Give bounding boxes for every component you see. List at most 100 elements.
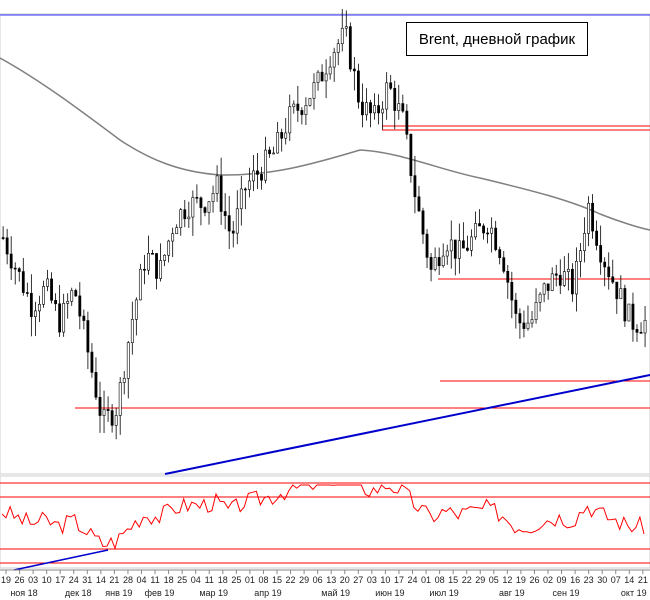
candle-body <box>587 202 590 234</box>
candle-body <box>126 342 130 379</box>
candle-body <box>453 239 457 259</box>
month-label: окт 19 <box>621 588 647 598</box>
x-tick-label: 14 <box>624 575 634 585</box>
candle-body <box>138 268 142 301</box>
candle-body <box>167 240 171 256</box>
candle-body <box>635 329 639 333</box>
x-tick-label: 01 <box>421 575 431 585</box>
candle-body <box>615 281 619 300</box>
candle-body <box>461 240 465 249</box>
candle-body <box>94 372 98 398</box>
month-label: мар 19 <box>199 588 228 598</box>
candle-body <box>130 319 134 344</box>
candle-body <box>445 250 449 257</box>
x-tick-label: 04 <box>191 575 201 585</box>
candle-body <box>425 233 429 258</box>
candle-body <box>122 378 126 383</box>
candle-body <box>595 230 599 246</box>
candle-body <box>385 82 389 110</box>
candle-body <box>312 82 316 99</box>
candle-body <box>417 196 421 212</box>
x-tick-label: 06 <box>313 575 323 585</box>
candle-body <box>433 257 437 270</box>
x-tick-label: 05 <box>489 575 499 585</box>
month-label: сен 19 <box>553 588 580 598</box>
candle-body <box>187 216 191 220</box>
candle-body <box>235 208 239 234</box>
candle-body <box>579 250 582 262</box>
x-tick-label: 21 <box>638 575 648 585</box>
candle-body <box>599 245 603 263</box>
candle-body <box>639 331 643 334</box>
x-tick-label: 20 <box>340 575 350 585</box>
candle-body <box>155 253 158 279</box>
candle-body <box>570 268 574 295</box>
candle-body <box>413 175 417 198</box>
candle-body <box>74 290 78 297</box>
candle-body <box>365 102 368 116</box>
x-tick-label: 01 <box>245 575 255 585</box>
candle-body <box>308 98 312 106</box>
candle-body <box>344 26 348 29</box>
candle-body <box>466 247 469 251</box>
candle-body <box>66 301 70 304</box>
month-label: апр 19 <box>254 588 281 598</box>
candle-body <box>147 252 150 271</box>
candle-body <box>449 239 453 252</box>
x-tick-label: 19 <box>516 575 526 585</box>
candle-body <box>534 302 538 320</box>
oscillator-trendline <box>13 549 109 571</box>
candle-body <box>239 188 243 210</box>
candle-body <box>9 253 13 269</box>
moving-average-line <box>0 57 650 231</box>
candle-body <box>256 170 259 175</box>
x-tick-label: 02 <box>543 575 553 585</box>
x-tick-label: 24 <box>407 575 417 585</box>
candle-body <box>50 278 53 301</box>
candle-body <box>231 230 235 234</box>
candle-body <box>583 233 586 252</box>
x-tick-label: 11 <box>150 575 159 585</box>
candle-body <box>82 315 86 321</box>
candle-body <box>502 257 506 272</box>
candle-body <box>336 43 340 53</box>
candle-body <box>526 322 530 329</box>
candle-body <box>498 249 502 258</box>
candle-body <box>21 271 25 293</box>
candle-body <box>171 233 175 242</box>
candle-body <box>619 288 623 300</box>
candle-body <box>5 237 9 255</box>
candle-body <box>98 397 102 416</box>
candle-body <box>623 288 627 322</box>
x-tick-label: 15 <box>448 575 458 585</box>
candle-body <box>175 227 179 234</box>
candle-body <box>397 103 401 111</box>
candle-body <box>86 320 90 353</box>
candle-body <box>340 27 344 45</box>
x-tick-label: 23 <box>584 575 594 585</box>
x-tick-label: 09 <box>557 575 567 585</box>
candle-body <box>227 215 231 232</box>
candle-body <box>29 292 33 317</box>
trendline <box>164 374 650 475</box>
candle-body <box>243 188 247 191</box>
candle-body <box>332 52 336 68</box>
price-pane <box>0 13 650 475</box>
candle-body <box>562 271 566 286</box>
month-label: май 19 <box>321 588 350 598</box>
candle-body <box>284 132 288 139</box>
candle-body <box>260 174 263 181</box>
candle-body <box>316 71 320 83</box>
month-label: фев 19 <box>145 588 175 598</box>
candle-body <box>437 257 441 267</box>
candle-body <box>506 270 510 283</box>
x-tick-label: 29 <box>299 575 309 585</box>
candle-body <box>54 300 57 305</box>
candle-body <box>203 207 207 213</box>
candle-body <box>494 227 498 250</box>
x-tick-label: 15 <box>272 575 282 585</box>
candle-body <box>90 351 94 373</box>
candle-body <box>324 73 328 82</box>
candle-body <box>151 252 154 255</box>
